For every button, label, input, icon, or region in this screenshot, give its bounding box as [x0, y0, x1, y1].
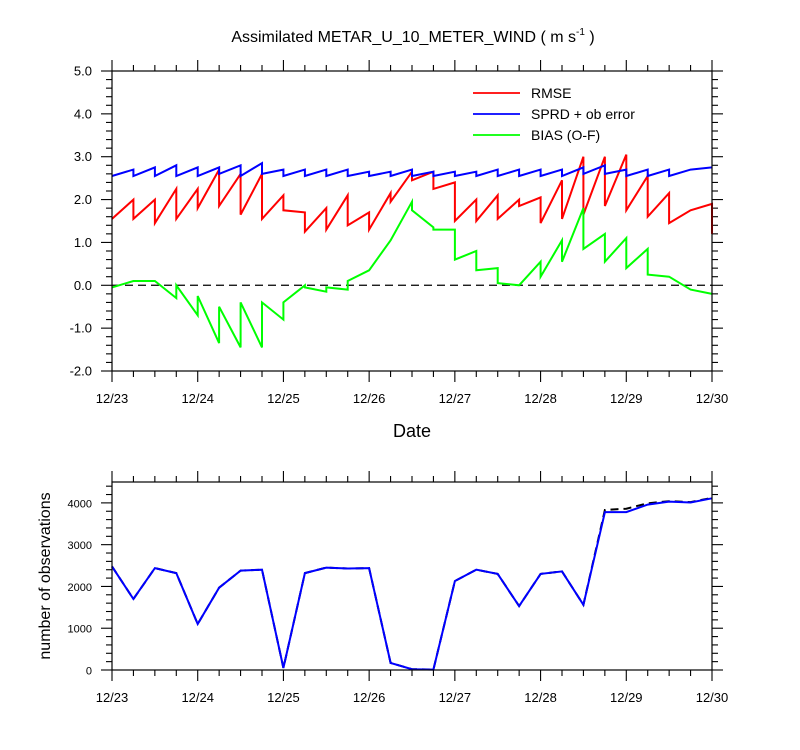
top-axes-ticks — [101, 60, 723, 382]
x-tick-label: 12/28 — [524, 690, 557, 705]
chart-title: Assimilated METAR_U_10_METER_WIND ( m s-… — [231, 27, 594, 46]
y-tick-label: -2.0 — [70, 364, 92, 379]
chart-title-main: Assimilated METAR_U_10_METER_WIND ( m s — [231, 29, 576, 46]
series-possible-observations — [111, 496, 713, 671]
series-sprd-ob-error — [111, 161, 713, 178]
x-tick-label: 12/28 — [524, 391, 557, 406]
wind-statistics-chart: 12/23 12/24 12/25 12/26 12/27 12/28 12/29 12/30… — [70, 60, 729, 441]
x-axis-label: Date — [393, 421, 431, 441]
y-tick-label: 0 — [86, 666, 92, 678]
y-tick-label: 4000 — [68, 498, 92, 510]
x-tick-label: 12/30 — [696, 690, 729, 705]
y-tick-label: 1.0 — [74, 235, 92, 250]
x-tick-label: 12/29 — [610, 391, 643, 406]
bottom-series-lines — [111, 496, 713, 671]
y-tick-label: 4.0 — [74, 106, 92, 121]
series-rmse — [111, 154, 713, 235]
x-tick-label: 12/25 — [267, 391, 300, 406]
x-tick-label: 12/26 — [353, 690, 386, 705]
bottom-tick-labels: 12/23 12/24 12/25 12/26 12/27 12/28 12/29 12/30… — [68, 498, 729, 705]
chart-title-end: ) — [585, 29, 595, 46]
chart-title-superscript: -1 — [576, 27, 585, 38]
x-tick-label: 12/23 — [96, 391, 129, 406]
legend-label-rmse: RMSE — [531, 85, 571, 101]
top-series-lines — [111, 154, 713, 348]
y-tick-label: 0.0 — [74, 278, 92, 293]
series-bias-o-f — [111, 197, 713, 348]
x-tick-label: 12/27 — [439, 690, 472, 705]
legend: RMSE SPRD + ob error BIAS (O-F) — [473, 85, 635, 143]
series-assimilated-observations — [111, 497, 713, 671]
y-tick-label: 2.0 — [74, 192, 92, 207]
x-tick-label: 12/29 — [610, 690, 643, 705]
legend-label-bias-o-f: BIAS (O-F) — [531, 127, 600, 143]
y-tick-label: -1.0 — [70, 321, 92, 336]
y-tick-label: 3000 — [68, 540, 92, 552]
x-tick-label: 12/30 — [696, 391, 729, 406]
y-tick-label: 5.0 — [74, 64, 92, 79]
y-tick-label: 3.0 — [74, 149, 92, 164]
x-tick-label: 12/23 — [96, 690, 129, 705]
x-tick-label: 12/27 — [439, 391, 472, 406]
x-tick-label: 12/25 — [267, 690, 300, 705]
x-tick-label: 12/24 — [181, 690, 214, 705]
bottom-plot-frame — [111, 481, 713, 671]
top-plot-frame — [111, 70, 713, 372]
top-tick-labels: 12/23 12/24 12/25 12/26 12/27 12/28 12/29 12/30… — [70, 64, 729, 407]
observation-count-chart: 12/23 12/24 12/25 12/26 12/27 12/28 12/29 12/30… — [37, 471, 728, 705]
y-tick-label: 1000 — [68, 624, 92, 636]
x-tick-label: 12/26 — [353, 391, 386, 406]
x-tick-label: 12/24 — [181, 391, 214, 406]
y-axis-label: number of observations — [37, 492, 54, 659]
bottom-axes-ticks — [101, 471, 723, 681]
y-tick-label: 2000 — [68, 582, 92, 594]
legend-label-sprd-ob-error: SPRD + ob error — [531, 106, 635, 122]
